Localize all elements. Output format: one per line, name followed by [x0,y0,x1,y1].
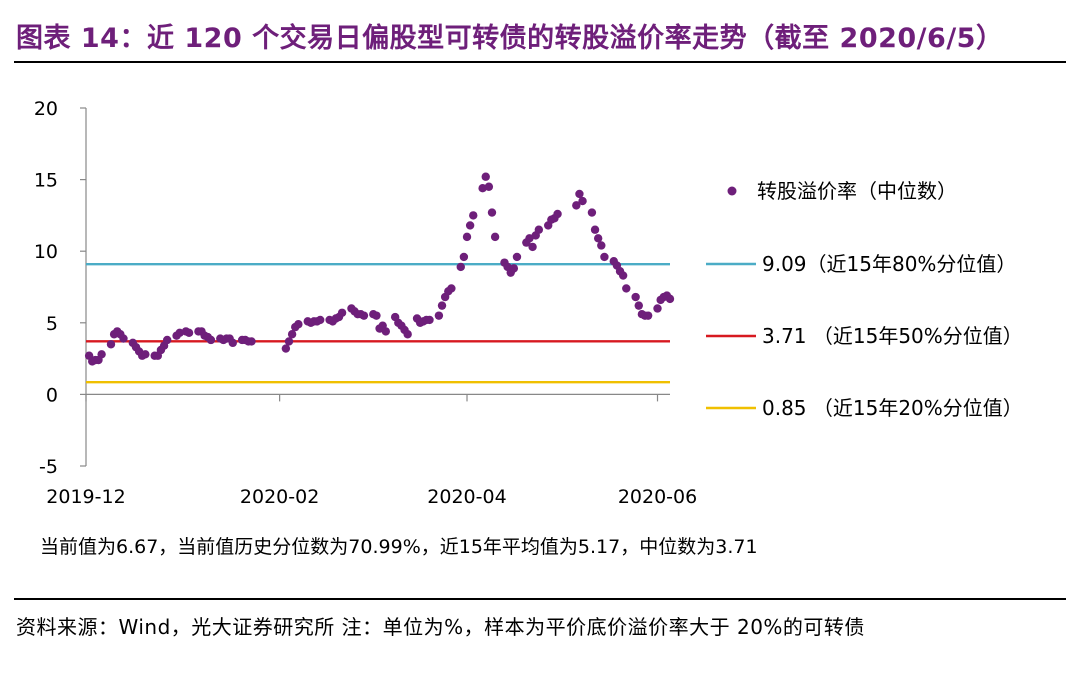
data-point [481,172,490,181]
reference-lines [86,263,670,384]
data-point [281,344,291,353]
x-tick-label: 2019-12 [46,486,125,508]
data-point [359,311,369,320]
legend: 9.09（近15年80%分位值） 3.71 （近15年50%分位值） 0.85 （近… [706,179,1023,420]
data-point [597,241,606,250]
data-point [162,335,172,345]
data-point [206,335,216,345]
legend-marker [727,186,737,196]
data-point [141,350,150,359]
data-point [425,315,434,325]
data-point [228,338,237,348]
data-point [618,271,628,280]
data-point [381,327,391,336]
data-point [484,182,494,191]
source-note: 资料来源：Wind，光大证券研究所 注：单位为%，样本为平价底价溢价率大于 20… [16,615,865,639]
y-tick-label: 5 [46,313,58,335]
x-tick-label: 2020-04 [427,486,506,508]
data-point [490,232,500,242]
chart-title: 图表 14：近 120 个交易日偏股型可转债的转股溢价率走势（截至 2020/6… [16,23,1004,54]
data-point [643,311,653,320]
data-point [106,340,116,349]
data-point [462,232,472,242]
y-tick-label: 15 [34,170,58,192]
data-points [84,172,675,366]
data-point [434,311,444,320]
data-point [572,201,581,210]
data-point [184,328,194,338]
data-point [372,311,381,320]
data-point [622,284,631,293]
chart-note: 当前值为6.67，当前值历史分位数为70.99%，近15年平均值为5.17，中位… [40,536,758,558]
data-point [284,337,294,346]
data-point [287,330,297,339]
data-point [119,334,128,343]
data-point [509,264,519,273]
y-tick-label: 20 [34,98,58,120]
data-point [337,308,347,317]
chart: -5 0 5 10 15 20 2019-12 2020-02 2020-04 2020-06 9… [34,98,1023,508]
data-point [294,320,303,329]
data-point [528,242,537,252]
legend-label: 9.09（近15年80%分位值） [762,252,1016,276]
data-point [525,234,534,243]
data-point [578,196,587,206]
data-point [437,301,447,310]
legend-label: 3.71 （近15年50%分位值） [762,324,1023,348]
data-point [247,337,256,346]
chart-axes: -5 0 5 10 15 20 2019-12 2020-02 2020-04 2020-06 [34,98,697,508]
data-point [653,304,662,313]
data-point [403,330,412,339]
data-point [600,252,609,262]
data-point [447,284,456,293]
y-tick-label: 10 [34,241,58,263]
data-point [97,350,106,359]
data-point [634,301,643,310]
x-tick-label: 2020-02 [240,486,319,508]
y-tick-label: -5 [39,456,58,478]
data-point [534,225,544,234]
x-tick-label: 2020-06 [618,486,697,508]
data-point [593,234,603,243]
data-point [487,208,497,217]
data-point [553,209,562,219]
data-point [631,292,640,302]
legend-label: 0.85 （近15年20%分位值） [762,396,1023,420]
data-point [465,221,475,230]
data-point [469,211,478,220]
data-point [587,208,597,217]
data-point [665,294,675,304]
data-point [590,225,600,234]
data-point [512,252,522,262]
data-point [456,262,465,272]
title-divider [14,61,1066,63]
data-point [316,315,325,325]
y-tick-label: 0 [46,384,58,406]
data-point [459,252,469,262]
legend-label: 转股溢价率（中位数） [757,179,957,203]
footer-divider [14,598,1066,600]
data-point [575,189,584,199]
